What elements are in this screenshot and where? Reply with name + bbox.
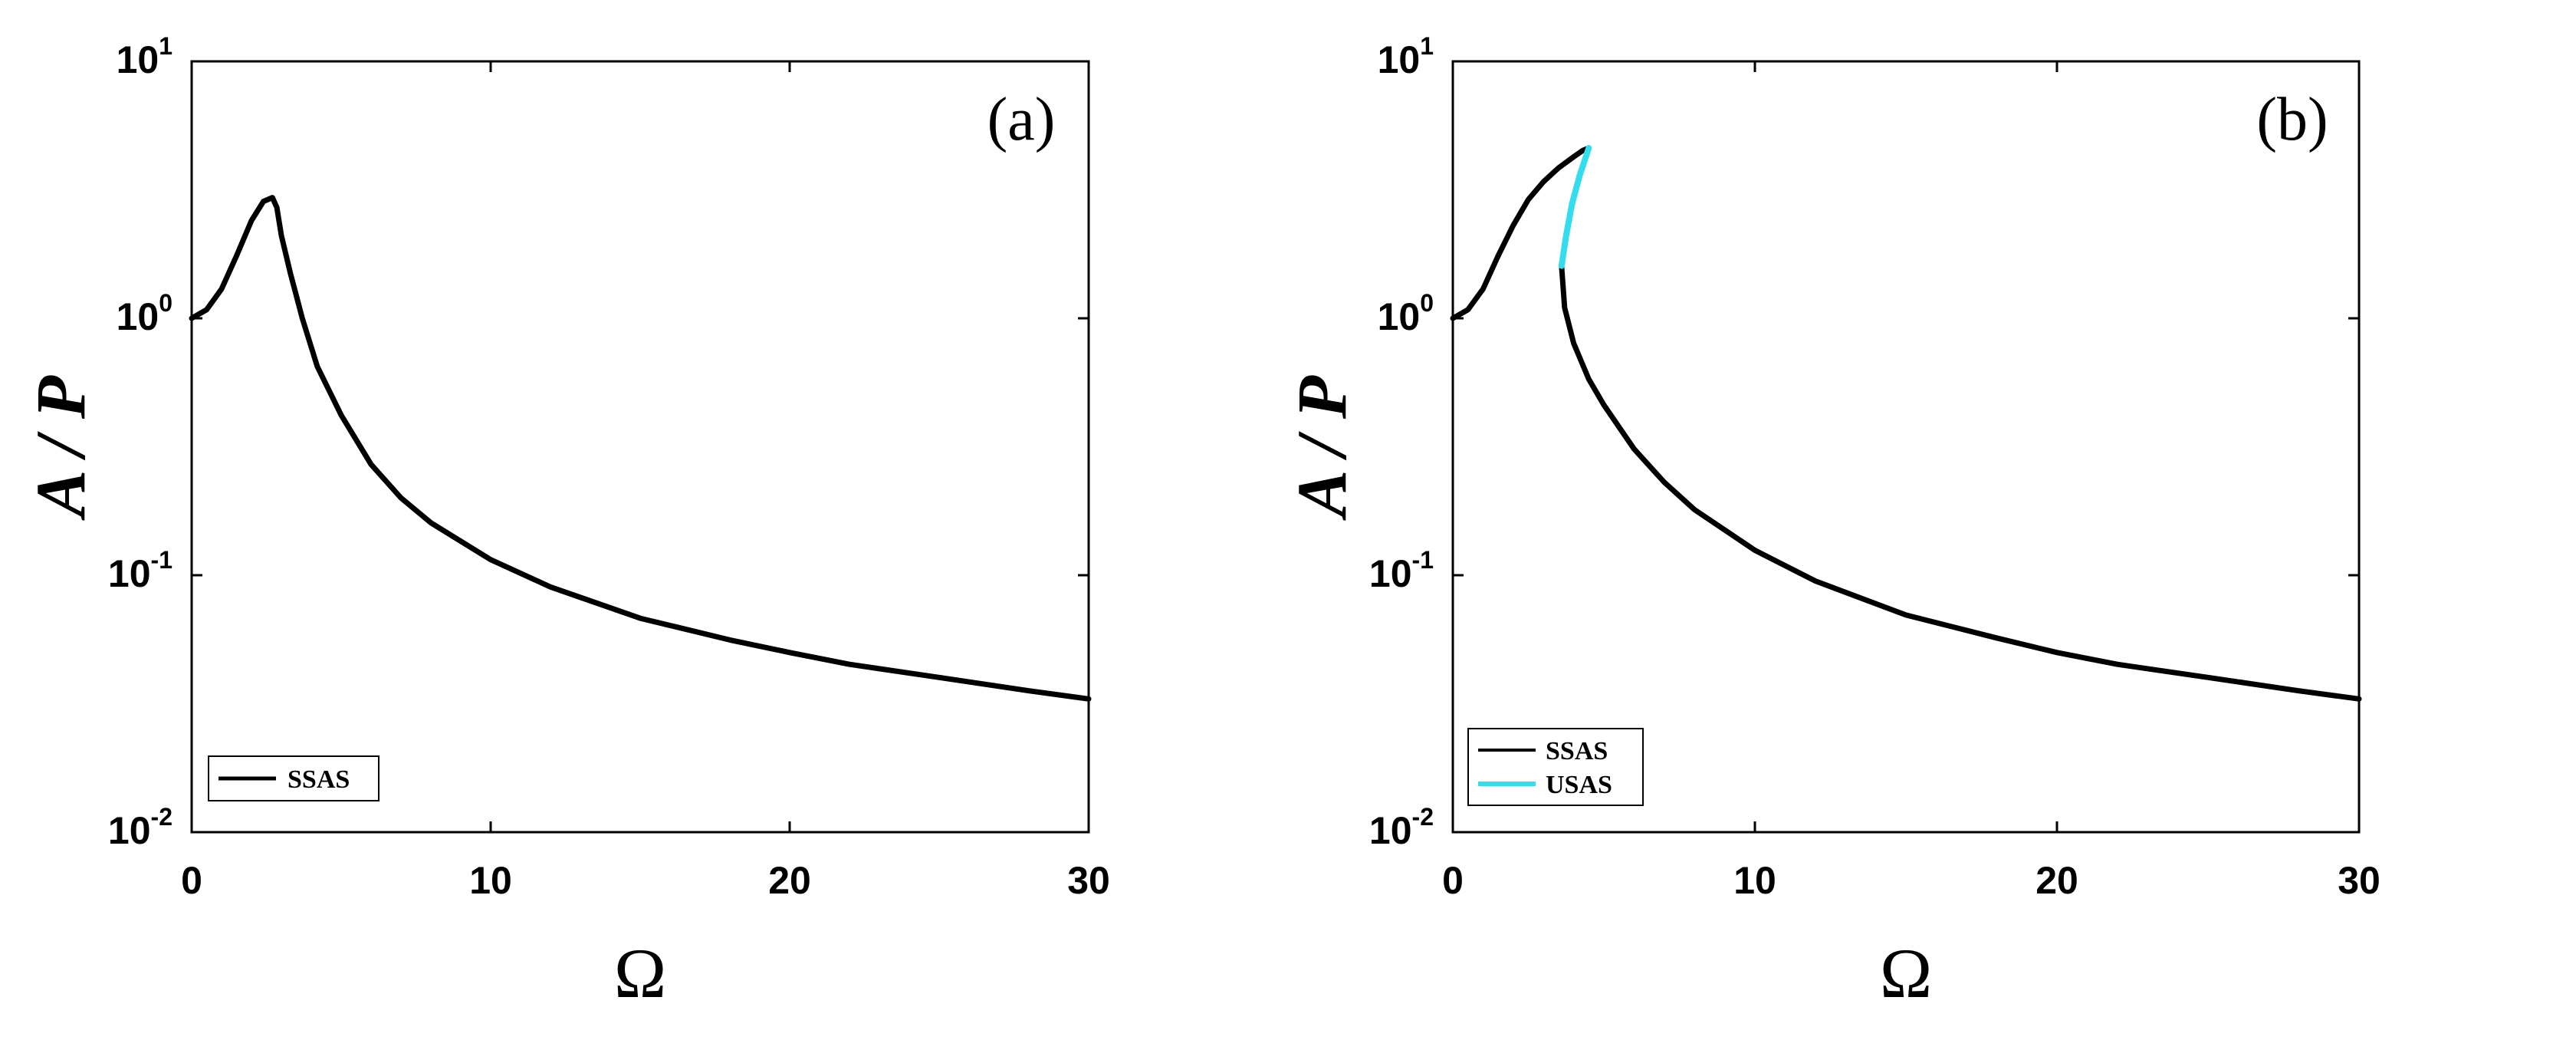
ytick-label-a-1e-2: 10-2 bbox=[108, 803, 172, 852]
xtick-label-b-10: 10 bbox=[1733, 859, 1776, 902]
xtick-label-a-10: 10 bbox=[469, 859, 512, 902]
legend-box-b bbox=[1467, 728, 1644, 806]
series-layer-a bbox=[189, 195, 1092, 702]
ytick-label-b-1e-2: 10-2 bbox=[1369, 803, 1434, 852]
legend-b: SSAS USAS bbox=[1467, 728, 1644, 806]
series-line-b-ssas-1 bbox=[1559, 263, 2362, 702]
series-line-a-ssas-0 bbox=[189, 195, 1092, 702]
xtick-label-b-20: 20 bbox=[2036, 859, 2078, 902]
series-line-b-ssas-0 bbox=[1450, 145, 1592, 321]
ytick-label-a-1e1: 101 bbox=[117, 32, 172, 81]
legend-label-b-ssas: SSAS bbox=[1546, 737, 1608, 765]
ytick-label-a-1e-1: 10-1 bbox=[108, 546, 172, 595]
plot-frame-a bbox=[190, 60, 1090, 834]
xtick-label-a-0: 0 bbox=[181, 859, 202, 902]
xlabel-b: Ω bbox=[1880, 934, 1932, 1012]
legend-label-a-ssas: SSAS bbox=[288, 765, 350, 794]
ytick-label-a-1e0: 100 bbox=[117, 289, 172, 338]
xtick-label-a-20: 20 bbox=[768, 859, 811, 902]
xtick-label-b-30: 30 bbox=[2338, 859, 2380, 902]
ticks-layer-b bbox=[1451, 60, 2361, 834]
series-layer-b bbox=[1450, 145, 2362, 702]
xtick-label-a-30: 30 bbox=[1067, 859, 1110, 902]
ylabel-b: A / P bbox=[1283, 375, 1361, 521]
legend-a: SSAS bbox=[208, 755, 380, 801]
ylabel-a: A / P bbox=[21, 375, 100, 521]
xlabel-a: Ω bbox=[614, 934, 666, 1012]
ytick-label-b-1e1: 101 bbox=[1378, 32, 1434, 81]
panel-label-b: (b) bbox=[2256, 86, 2328, 153]
ticks-layer-a bbox=[190, 60, 1090, 834]
chart-panel-b: 10-2 10-1 100 101 0 10 20 30 Ω A / P (b)… bbox=[1283, 32, 2380, 1012]
ytick-label-b-1e0: 100 bbox=[1378, 289, 1434, 338]
plot-frame-b bbox=[1451, 60, 2361, 834]
panel-label-a: (a) bbox=[987, 86, 1056, 153]
ytick-label-b-1e-1: 10-1 bbox=[1369, 546, 1434, 595]
xtick-label-b-0: 0 bbox=[1442, 859, 1464, 902]
legend-label-b-usas: USAS bbox=[1546, 771, 1612, 799]
series-line-b-usas-0 bbox=[1558, 145, 1592, 269]
chart-panel-a: 10-2 10-1 100 101 0 10 20 30 Ω A / P (a)… bbox=[21, 32, 1110, 1012]
